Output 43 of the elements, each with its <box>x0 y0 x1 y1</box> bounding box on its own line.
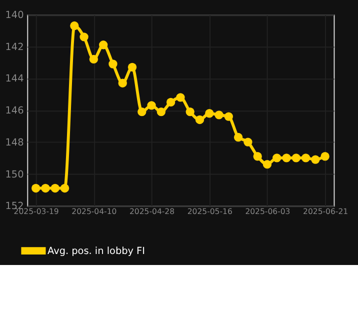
x-tick-label: 2025-04-28 <box>129 206 175 216</box>
y-tick-label: 150 <box>5 169 24 180</box>
point <box>70 21 79 30</box>
point <box>50 184 60 193</box>
y-tick-label: 140 <box>5 10 24 22</box>
point <box>282 154 291 162</box>
point <box>311 155 320 164</box>
point <box>147 101 156 110</box>
x-tick-label: 2025-04-10 <box>72 206 117 216</box>
y-tick-label: 144 <box>5 74 24 85</box>
point <box>98 40 108 50</box>
point <box>272 154 282 162</box>
y-tick-label: 146 <box>5 106 24 117</box>
point <box>186 107 194 116</box>
point <box>60 184 70 193</box>
point <box>253 152 262 161</box>
point <box>166 98 176 107</box>
x-tick-label: 2025-05-16 <box>187 206 232 216</box>
point <box>195 115 204 124</box>
point <box>41 184 50 193</box>
point <box>262 160 272 169</box>
y-tick-label: 148 <box>5 137 24 148</box>
point <box>176 93 185 102</box>
point <box>118 78 127 88</box>
point <box>234 132 243 142</box>
point <box>80 32 88 42</box>
point <box>301 154 310 162</box>
point <box>128 62 137 72</box>
point <box>244 138 252 146</box>
point <box>292 154 300 162</box>
point <box>89 54 98 64</box>
point <box>108 60 118 68</box>
x-tick-label: 2025-06-21 <box>303 206 348 216</box>
point <box>156 107 166 116</box>
point <box>32 184 40 193</box>
point <box>205 109 214 118</box>
legend-label: Avg. pos. in lobby FI <box>48 246 145 257</box>
y-tick-label: 142 <box>5 42 24 53</box>
point <box>214 110 224 120</box>
point <box>320 152 330 161</box>
point <box>224 112 233 121</box>
x-tick-label: 2025-06-03 <box>245 206 290 216</box>
point <box>138 107 146 116</box>
